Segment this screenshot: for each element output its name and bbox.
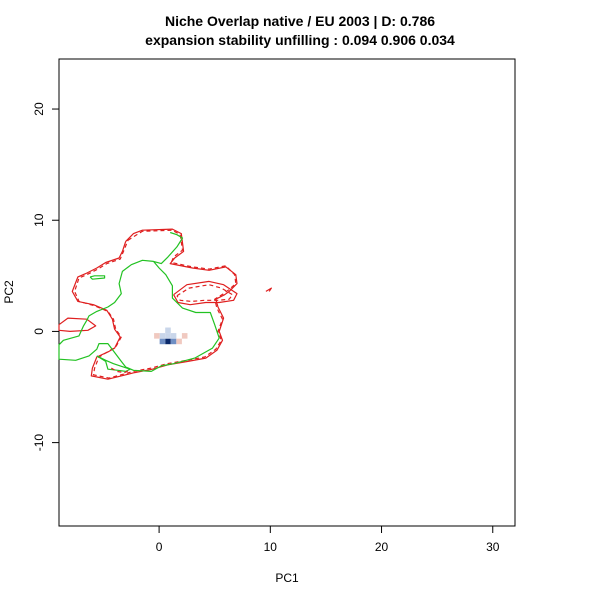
x-tick-label: 20 <box>375 540 389 554</box>
native-contour-line <box>110 367 130 374</box>
density-cell <box>165 327 171 334</box>
native-contour-line <box>265 287 272 292</box>
density-cell <box>170 338 177 345</box>
density-cell <box>159 333 166 339</box>
y-tick-label: 20 <box>32 102 46 116</box>
density-cell <box>170 333 177 339</box>
invaded-contour-line <box>96 355 131 372</box>
x-tick-label: 30 <box>486 540 500 554</box>
y-tick-label: -10 <box>32 434 46 452</box>
chart-title: Niche Overlap native / EU 2003 | D: 0.78… <box>165 13 435 29</box>
y-tick-label: 10 <box>32 213 46 227</box>
chart-subtitle: expansion stability unfilling : 0.094 0.… <box>145 32 455 48</box>
contour-layer <box>58 228 272 380</box>
invaded-contour-line <box>89 275 106 280</box>
y-tick-label: 0 <box>32 328 46 335</box>
native-contour-line <box>58 317 97 332</box>
native-contour-line <box>73 229 237 379</box>
axis-layer: 0 10 20 30 -10 0 10 20 <box>32 102 500 554</box>
density-cell <box>181 333 188 339</box>
x-tick-label: 0 <box>156 540 163 554</box>
invaded-contour-line <box>58 231 220 372</box>
plot-box <box>58 58 516 527</box>
x-tick-label: 10 <box>264 540 278 554</box>
native-contour-line <box>176 284 234 302</box>
density-cell <box>165 333 171 339</box>
native-contour-line <box>173 280 238 306</box>
density-layer <box>154 327 188 345</box>
density-cell <box>165 338 171 345</box>
density-cell <box>176 338 182 345</box>
density-cell <box>154 333 160 339</box>
y-axis-label: PC2 <box>2 280 16 304</box>
density-cell <box>159 338 166 345</box>
x-axis-label: PC1 <box>275 571 299 585</box>
